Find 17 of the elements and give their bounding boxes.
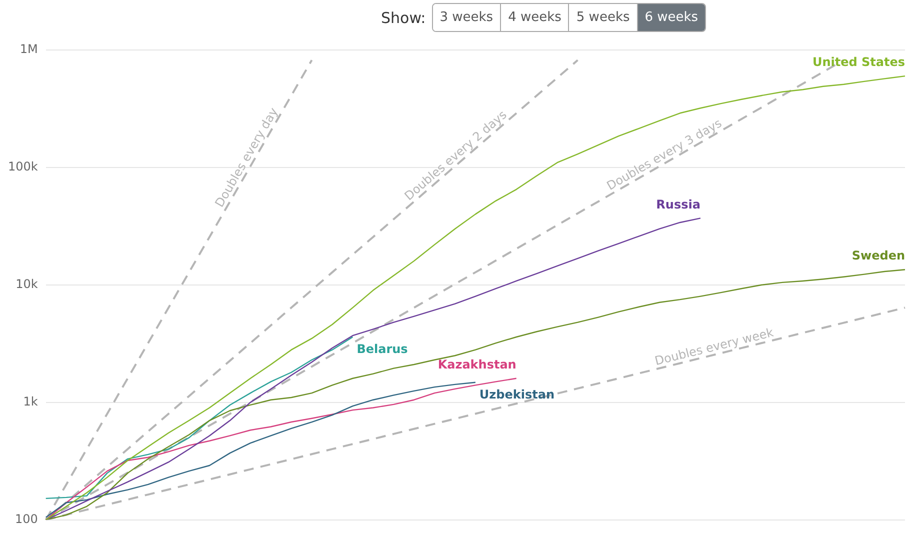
y-tick-label: 10k: [16, 277, 38, 292]
series-label: United States: [812, 55, 906, 70]
text: 3 weeks: [432, 4, 500, 31]
text: Doubles every week: [653, 325, 775, 368]
series-label: Sweden: [852, 248, 905, 263]
series-label: Russia: [656, 197, 700, 212]
y-tick-label: 100k: [8, 160, 38, 174]
series-label: Kazakhstan: [438, 358, 516, 372]
text: 5 weeks: [568, 4, 637, 31]
text: 6 weeks: [636, 4, 706, 31]
series-label: Uzbekistan: [479, 387, 555, 402]
y-tick-label: 100: [14, 512, 38, 526]
text: Show:: [381, 8, 426, 26]
series-label: Belarus: [356, 342, 408, 356]
y-tick-label: 1k: [23, 394, 38, 408]
text: 4 weeks: [500, 4, 568, 31]
y-tick-label: 1M: [20, 42, 38, 56]
